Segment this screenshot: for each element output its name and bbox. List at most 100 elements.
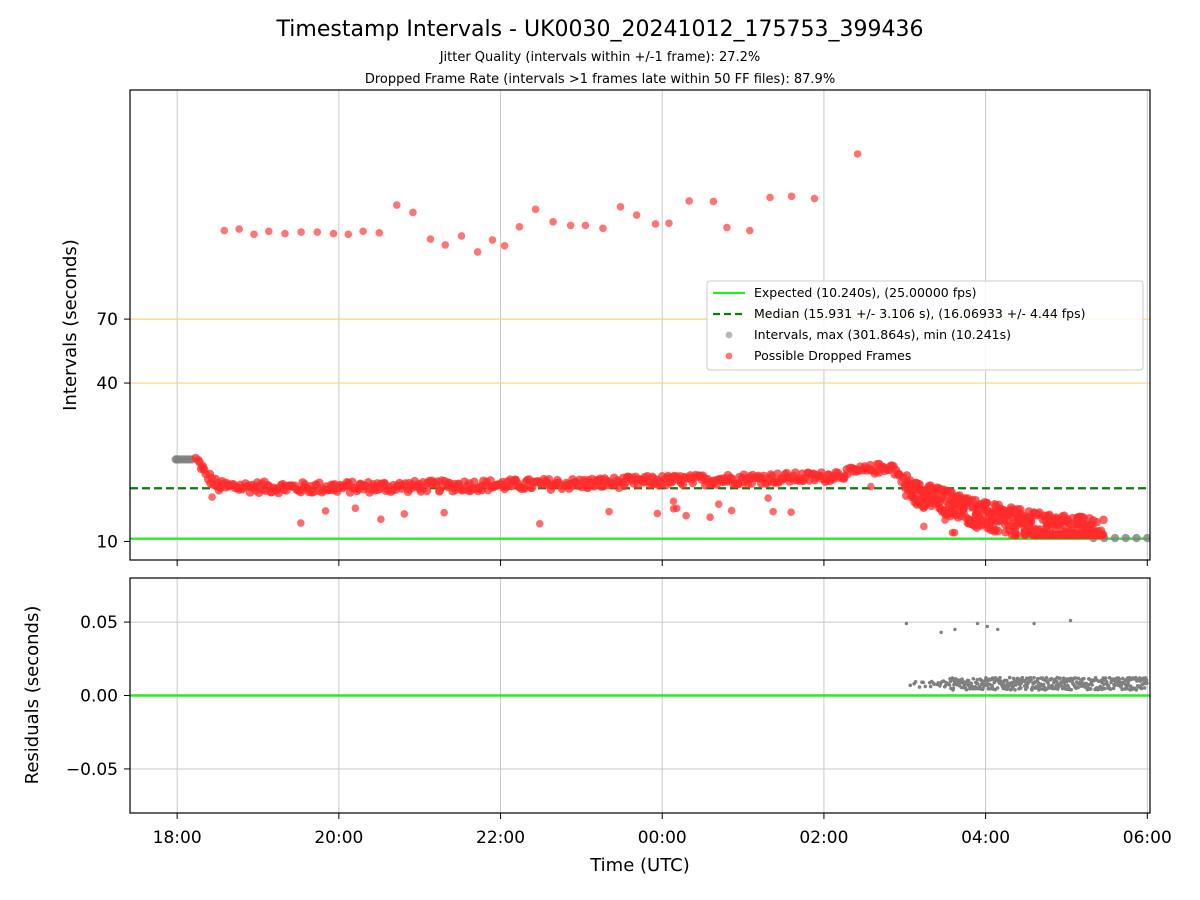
residual-point — [1029, 678, 1033, 683]
residual-point — [1046, 681, 1050, 685]
interval-point — [1143, 533, 1150, 543]
dropped-frame-point — [867, 482, 875, 491]
intervals-y-tick-label: 40 — [96, 374, 118, 394]
residuals-marks — [130, 618, 1150, 697]
residual-point — [1102, 686, 1107, 691]
dropped-frame-outlier — [500, 241, 509, 250]
dropped-frame-outlier — [281, 229, 289, 238]
residual-point — [1108, 687, 1113, 691]
dropped-frame-outlier — [723, 223, 731, 232]
intervals-y-axis-label: Intervals (seconds) — [60, 239, 81, 411]
intervals-marks — [130, 150, 1150, 543]
legend-dropped-label: Possible Dropped Frames — [754, 348, 911, 363]
dropped-frame-point — [1092, 517, 1102, 527]
residuals-y-axis-label: Residuals (seconds) — [22, 606, 43, 785]
x-axis-label: Time (UTC) — [589, 855, 690, 876]
residual-point — [1056, 685, 1061, 690]
dropped-frame-point — [714, 500, 723, 509]
dropped-frame-point — [787, 508, 795, 516]
dropped-frame-outlier — [599, 224, 607, 233]
residual-point — [975, 621, 980, 626]
dropped-frame-outlier — [581, 221, 590, 230]
residual-point — [1090, 683, 1094, 687]
residuals-y-tick-label: −0.05 — [66, 760, 118, 780]
dropped-frame-outlier — [787, 192, 796, 201]
dropped-frame-point — [469, 477, 479, 487]
residual-point — [1111, 686, 1116, 691]
dropped-frame-point — [1012, 530, 1022, 540]
residual-point — [950, 676, 955, 680]
dropped-frame-outlier — [426, 235, 435, 243]
residual-point — [1036, 676, 1040, 681]
dropped-frame-point — [535, 519, 544, 528]
residual-point — [1112, 683, 1117, 688]
dropped-frame-point — [605, 507, 613, 516]
dropped-frame-point — [422, 486, 432, 496]
chart-subtitle-dropped: Dropped Frame Rate (intervals >1 frames … — [365, 72, 835, 87]
dropped-frame-outlier — [766, 193, 774, 202]
residual-point — [1030, 688, 1034, 692]
dropped-frame-outlier — [264, 227, 273, 236]
residual-point — [1032, 676, 1036, 680]
residual-point — [1119, 683, 1124, 688]
residual-point — [1049, 676, 1054, 681]
residual-point — [998, 675, 1002, 680]
residual-point — [985, 624, 989, 629]
intervals-x-ticks — [176, 560, 1148, 566]
dropped-frame-point — [688, 478, 698, 488]
residual-point — [1144, 678, 1149, 682]
residual-point — [921, 680, 926, 685]
residual-point — [904, 621, 909, 626]
dropped-frame-point — [727, 506, 736, 515]
dropped-frame-outlier — [566, 221, 575, 230]
legend-median-label: Median (15.931 +/- 3.106 s), (16.06933 +… — [754, 306, 1085, 321]
residual-point — [928, 684, 933, 689]
residual-point — [947, 683, 952, 687]
dropped-frame-outlier — [235, 225, 243, 233]
dropped-frame-outlier — [359, 227, 367, 236]
dropped-frame-outlier — [853, 150, 862, 158]
residual-point — [917, 685, 922, 689]
dropped-frame-outlier — [313, 228, 322, 236]
dropped-frame-outlier — [488, 236, 497, 244]
residual-point — [1076, 676, 1081, 681]
dropped-frame-outlier — [810, 194, 819, 203]
residual-point — [1137, 676, 1142, 680]
dropped-frame-point — [1099, 515, 1108, 525]
residuals-y-tick-label: 0.00 — [80, 687, 118, 707]
residual-point — [953, 627, 957, 632]
residual-point — [943, 683, 948, 688]
residual-point — [1044, 675, 1049, 680]
residual-point — [1060, 686, 1065, 691]
dropped-frame-outlier — [375, 228, 384, 237]
dropped-frame-point — [440, 508, 448, 517]
legend-intervals-marker — [725, 331, 733, 339]
dropped-frame-point — [769, 507, 777, 516]
dropped-frame-point — [941, 516, 949, 524]
intervals-y-tick-label: 10 — [96, 532, 118, 552]
dropped-frame-outlier — [250, 230, 258, 239]
residual-point — [1068, 618, 1073, 623]
residual-point — [932, 682, 936, 686]
residual-point — [990, 684, 995, 688]
dropped-frame-point — [948, 528, 957, 537]
legend-box — [706, 280, 1144, 371]
dropped-frame-outlier — [515, 223, 524, 231]
interval-point — [1132, 533, 1141, 543]
x-tick-label: 06:00 — [1123, 828, 1172, 848]
dropped-frame-point — [678, 480, 688, 490]
intervals-y-tick-label: 70 — [96, 310, 118, 330]
residual-point — [1041, 682, 1046, 687]
dropped-frame-point — [1015, 505, 1025, 514]
residual-point — [1106, 683, 1111, 688]
dropped-frame-point — [351, 504, 360, 512]
legend-dropped-marker — [725, 352, 733, 360]
dropped-frame-point — [297, 519, 305, 527]
dropped-frame-point — [672, 504, 681, 513]
residual-point — [1035, 684, 1039, 689]
residual-point — [951, 686, 956, 691]
residual-point — [1142, 686, 1147, 690]
residual-point — [1011, 676, 1016, 681]
residual-point — [969, 681, 974, 686]
